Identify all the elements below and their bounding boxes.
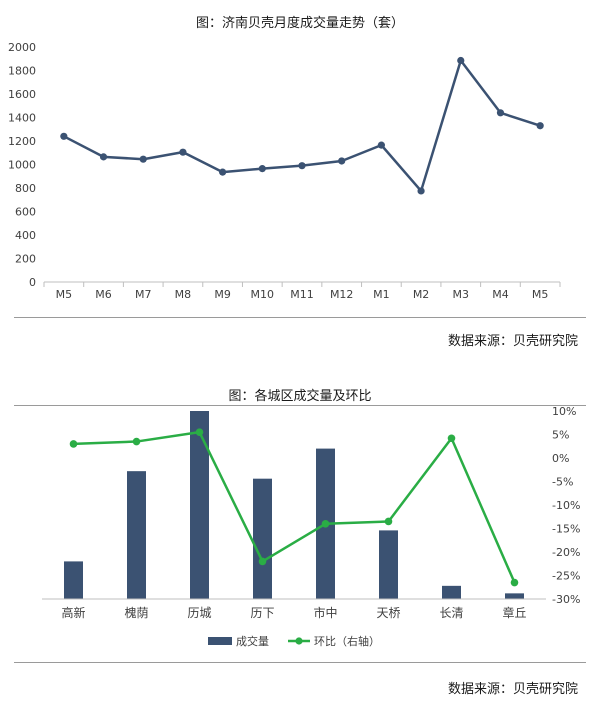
- chart2-top-rule: [14, 405, 586, 406]
- chart1-x-tick-label: M3: [453, 288, 470, 301]
- chart1-y-tick-label: 1200: [8, 135, 36, 148]
- chart2-x-tick-label: 天桥: [376, 606, 400, 620]
- chart1-point: [179, 148, 187, 156]
- chart1-x-tick-label: M5: [56, 288, 73, 301]
- chart1-y-tick-label: 400: [15, 229, 36, 242]
- chart1-x-tick-label: M11: [290, 288, 314, 301]
- chart2-legend-bar-label: 成交量: [236, 634, 269, 648]
- chart1-point: [258, 165, 266, 173]
- chart1-x-tick-label: M8: [175, 288, 192, 301]
- chart1-point: [457, 56, 465, 65]
- chart2-point: [384, 517, 393, 526]
- chart2-bar: [505, 593, 524, 599]
- chart2-x-tick-label: 槐荫: [124, 605, 148, 620]
- chart2-svg: 10% 5% 0% -5% -10% -15% -20% -25% -30% 高新 槐荫 历城 历下 市中…: [42, 405, 580, 648]
- chart1-title: 图：济南贝壳月度成交量走势（套）: [195, 16, 404, 31]
- chart1-y-tick-label: 0: [29, 276, 36, 289]
- chart2-point: [321, 520, 330, 528]
- chart2-right-tick-label: -10%: [552, 499, 580, 512]
- chart1-y-tick-label: 600: [15, 206, 36, 219]
- chart1-y-tick-label: 1600: [8, 88, 36, 101]
- chart2-series-line: [73, 430, 516, 584]
- chart1-y-tick-label: 2000: [8, 41, 36, 54]
- chart2-bar: [64, 561, 83, 599]
- chart1-x-tick-label: M6: [95, 288, 112, 301]
- chart2-x-tick-label: 历下: [250, 606, 274, 620]
- chart1-svg: 0 200 400 600 800 1000 1200 1400 1600 1800 2000 M5 M…: [8, 41, 561, 301]
- chart2-point: [195, 428, 204, 436]
- chart1-point: [496, 109, 505, 117]
- chart2-legend-line-label: 环比（右轴）: [314, 634, 380, 648]
- chart1-point: [99, 153, 108, 161]
- chart1-point: [417, 187, 425, 195]
- chart1-x-tick-label: M2: [413, 288, 430, 301]
- chart2-right-tick-label: -30%: [552, 593, 580, 606]
- chart1-point: [139, 155, 147, 163]
- chart2-right-tick-label: 5%: [552, 429, 569, 442]
- chart2-right-tick-label: -20%: [552, 546, 580, 559]
- chart1-x-tick-label: M12: [330, 288, 354, 301]
- chart1-source: 数据来源：贝壳研究院: [447, 334, 578, 349]
- chart1-y-tick-label: 200: [15, 253, 36, 266]
- chart2-point: [69, 440, 78, 448]
- chart1-x-tick-label: M5: [532, 288, 549, 301]
- chart2-x-tick-label: 历城: [187, 606, 211, 620]
- chart1-y-tick-label: 1800: [8, 65, 36, 78]
- chart2-right-tick-label: -5%: [552, 476, 573, 489]
- chart2-x-tick-label: 市中: [313, 605, 337, 620]
- chart1-x-tick-label: M10: [251, 288, 275, 301]
- chart2-x-tick-label: 长清: [439, 606, 463, 620]
- chart1-point: [219, 168, 227, 176]
- chart1-point: [338, 157, 346, 165]
- chart2-right-tick-label: 0%: [552, 452, 569, 465]
- chart1-x-tick-label: M1: [373, 288, 390, 301]
- chart2-legend-bar-swatch: [208, 637, 232, 645]
- chart2-point: [258, 557, 267, 566]
- chart1-x-tick-label: M9: [214, 288, 231, 301]
- chart2-bar: [379, 530, 398, 599]
- chart2-source: 数据来源：贝壳研究院: [447, 682, 578, 697]
- chart2-point: [447, 434, 456, 443]
- chart1-y-tick-label: 1000: [8, 159, 36, 172]
- chart1-point: [298, 162, 306, 170]
- chart1-point: [377, 141, 385, 149]
- chart1-point: [536, 122, 544, 130]
- chart2-bar: [190, 411, 209, 599]
- chart1-point: [60, 132, 68, 140]
- chart1-bottom-rule: [14, 317, 586, 318]
- chart2-legend-line-marker: [295, 637, 303, 645]
- chart2-title: 图：各城区成交量及环比: [228, 389, 372, 404]
- chart2-x-tick-label: 高新: [61, 605, 85, 620]
- chart1-x-tick-label: M4: [492, 288, 509, 301]
- chart1-y-tick-label: 1400: [8, 112, 36, 125]
- chart1-x-tick-label: M7: [135, 288, 152, 301]
- chart2-bar: [127, 471, 146, 599]
- chart2-right-tick-label: -25%: [552, 570, 580, 583]
- chart2-point: [510, 578, 519, 587]
- chart1-y-tick-label: 800: [15, 182, 36, 195]
- chart2-bar: [253, 478, 272, 599]
- chart2-right-tick-label: 10%: [552, 405, 576, 418]
- chart2-bottom-rule: [14, 662, 586, 663]
- chart2-point: [132, 437, 141, 446]
- chart2-bar: [442, 585, 461, 599]
- chart2-right-tick-label: -15%: [552, 523, 580, 536]
- chart2-x-tick-label: 章丘: [502, 605, 526, 620]
